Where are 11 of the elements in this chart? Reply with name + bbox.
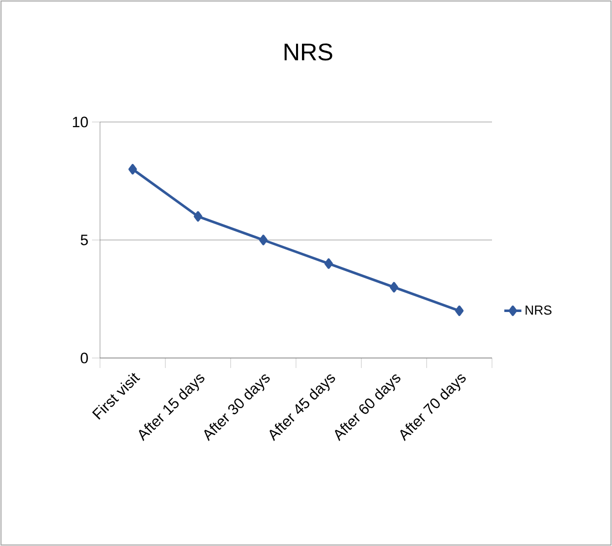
point xyxy=(128,164,137,174)
point xyxy=(455,306,464,316)
y-tick-label: 5 xyxy=(80,234,88,246)
point xyxy=(194,211,202,222)
point xyxy=(259,234,268,246)
y-tick-label: 10 xyxy=(72,116,88,128)
y-tick-label: 0 xyxy=(80,352,88,364)
chart-title: NRS xyxy=(284,44,332,60)
point xyxy=(390,282,398,292)
point xyxy=(324,258,333,269)
legend-label: NRS xyxy=(526,306,552,315)
